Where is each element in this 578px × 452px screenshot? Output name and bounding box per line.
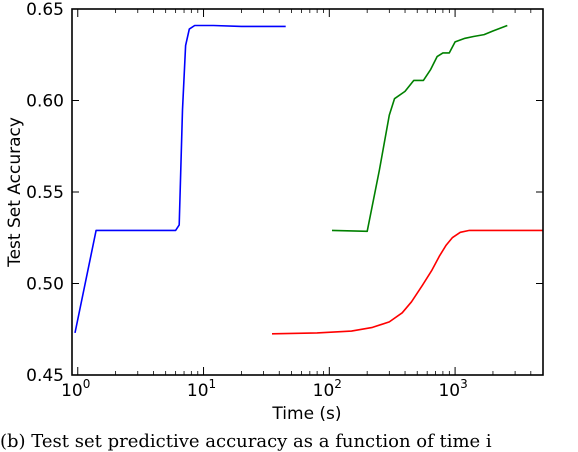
y-tick-label: 0.65 <box>26 0 64 20</box>
y-axis-label: Test Set Accuracy <box>5 117 25 268</box>
chart: 0.45 0.50 0.55 0.60 0.65 100 101 102 103 Time (s… <box>5 0 544 424</box>
x-tick-label: 101 <box>187 377 216 401</box>
plot-frame <box>71 8 544 376</box>
y-tick-label: 0.55 <box>26 183 64 203</box>
x-axis-label: Time (s) <box>271 404 341 424</box>
series-line-2 <box>271 229 543 335</box>
figure-caption: (b) Test set predictive accuracy as a fu… <box>0 431 492 452</box>
x-tick-label: 103 <box>438 377 467 401</box>
series-line-0 <box>74 24 286 334</box>
plot-lines <box>74 24 543 335</box>
y-tick-label: 0.50 <box>26 275 64 295</box>
axis-ticks: 0.45 0.50 0.55 0.60 0.65 100 101 102 103 <box>26 0 544 401</box>
y-tick-label: 0.60 <box>26 92 64 112</box>
series-line-1 <box>331 24 508 233</box>
x-tick-label: 102 <box>313 377 342 401</box>
x-tick-label: 100 <box>61 377 90 401</box>
y-tick-label: 0.45 <box>26 366 64 386</box>
